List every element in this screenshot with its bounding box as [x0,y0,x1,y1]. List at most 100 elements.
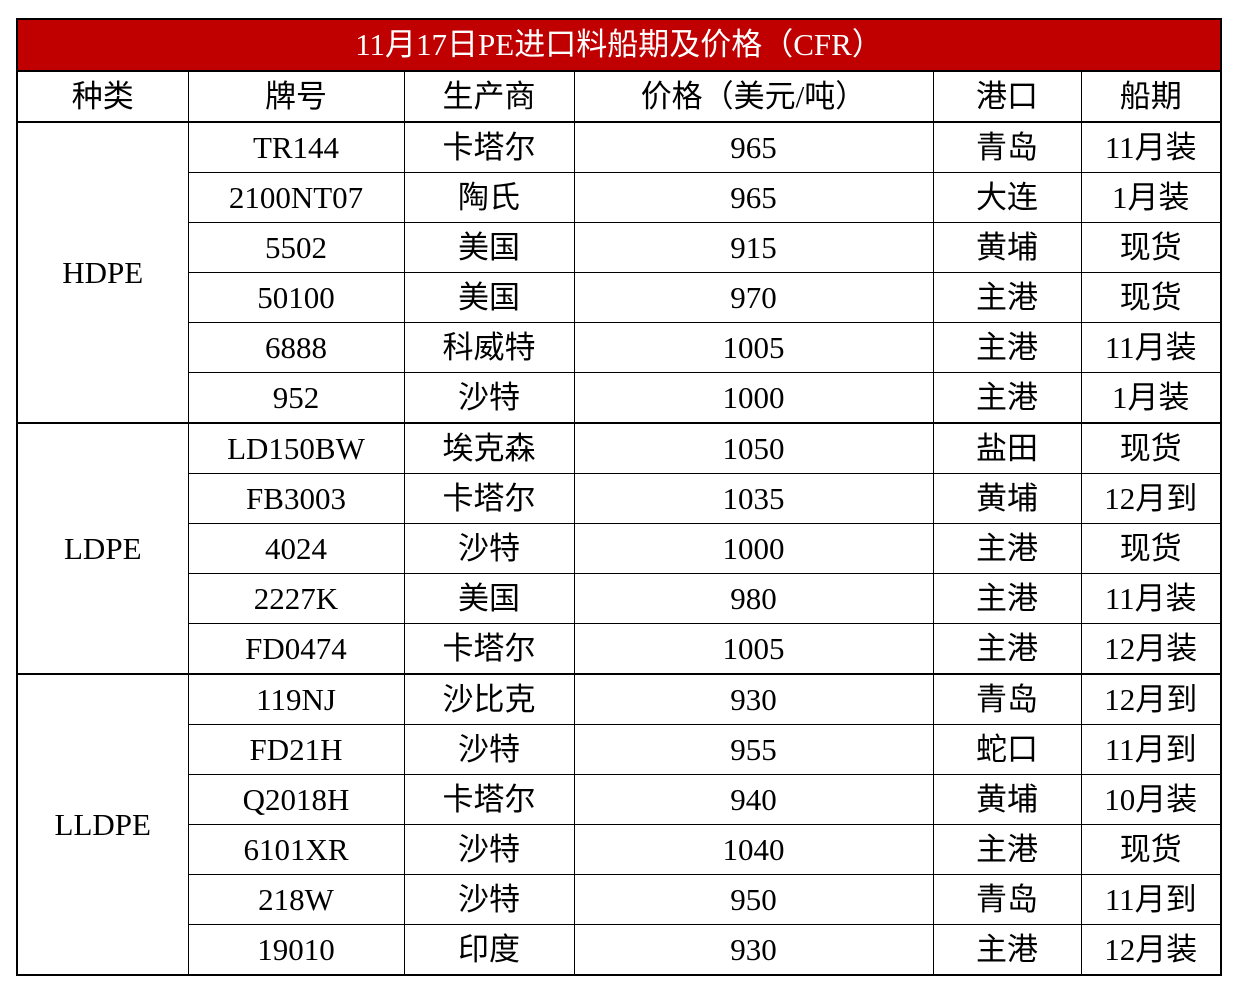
title-row: 11月17日PE进口料船期及价格（CFR） [15,18,1223,72]
cell: 11月装 [1080,573,1222,624]
cell: 美国 [403,222,575,273]
cell: LD150BW [187,422,405,474]
cell: 955 [573,724,934,775]
cell: 沙特 [403,523,575,574]
header-cell: 生产商 [403,70,575,123]
cell: 青岛 [932,874,1082,925]
cell: 2227K [187,573,405,624]
cell: 黄埔 [932,222,1082,273]
cell: 930 [573,673,934,725]
cell: Q2018H [187,774,405,825]
header-cell: 船期 [1080,70,1222,123]
cell: 陶氏 [403,172,575,223]
cell: 1005 [573,322,934,373]
cell: 2100NT07 [187,172,405,223]
cell: 1040 [573,824,934,875]
data-row: 2100NT07 陶氏 965 大连 1月装 [17,172,1222,223]
cell: 970 [573,272,934,323]
cell: 4024 [187,523,405,574]
cell: 1月装 [1080,172,1222,223]
table-body: 11月17日PE进口料船期及价格（CFR） 种类 牌号 生产商 价格（美元/吨） 港口船… [15,18,1223,976]
cell: 卡塔尔 [403,774,575,825]
cell: 950 [573,874,934,925]
cell: 沙特 [403,724,575,775]
cell: 主港 [932,523,1082,574]
cell: 现货 [1080,824,1222,875]
data-row: 2227K 美国 980 主港 11月装 [17,573,1222,624]
cell: 黄埔 [932,473,1082,524]
cell: 主港 [932,924,1082,976]
data-row: 218W 沙特 950 青岛 11月到 [17,874,1222,925]
cell: 915 [573,222,934,273]
cell: 美国 [403,573,575,624]
data-row: HDPE TR144 卡塔尔 965 青岛 11月装 [16,121,1222,424]
cell: 主港 [932,322,1082,373]
cell: 主港 [932,573,1082,624]
cell: FB3003 [187,473,405,524]
table-title: 11月17日PE进口料船期及价格（CFR） [15,18,1223,72]
cell: 卡塔尔 [403,623,575,675]
cell: 1005 [573,623,934,675]
cell: 主港 [932,272,1082,323]
data-row: FD21H 沙特 955 蛇口 11月到 [17,724,1222,775]
data-row: 50100 美国 970 主港 现货 [17,272,1222,323]
cell: 50100 [187,272,405,323]
cell: 1050 [573,422,934,474]
cell: 黄埔 [932,774,1082,825]
data-row: FB3003 卡塔尔 1035 黄埔 12月到 [17,473,1222,524]
header-cell: 港口 [932,70,1082,123]
cell: 大连 [932,172,1082,223]
cell: 980 [573,573,934,624]
cell: 940 [573,774,934,825]
cell: 沙比克 [403,673,575,725]
cell: 科威特 [403,322,575,373]
cell: 卡塔尔 [403,121,575,173]
data-row: 952 沙特 1000 主港 1月装 [17,372,1222,424]
header-cell: 牌号 [187,70,405,123]
cell: 10月装 [1080,774,1222,825]
cell: 19010 [187,924,405,976]
cell: FD21H [187,724,405,775]
data-row: FD0474 卡塔尔 1005 主港 12月装 [17,623,1222,675]
cell: 11月装 [1080,121,1222,173]
cell: 1000 [573,372,934,424]
cell: 1000 [573,523,934,574]
data-row: LLDPE 119NJ 沙比克 930 青岛 12月到 [16,673,1222,976]
cell: 12月到 [1080,673,1222,725]
cell: 现货 [1080,422,1222,474]
cell: 卡塔尔 [403,473,575,524]
cell: 青岛 [932,673,1082,725]
cell: TR144 [187,121,405,173]
cell: 现货 [1080,222,1222,273]
price-table: 11月17日PE进口料船期及价格（CFR） 种类 牌号 生产商 价格（美元/吨） 港口船… [15,18,1223,976]
cell: FD0474 [187,623,405,675]
cell: 现货 [1080,272,1222,323]
category-cell: LLDPE [16,673,189,976]
cell: 965 [573,172,934,223]
cell: 沙特 [403,372,575,424]
data-row: 4024 沙特 1000 主港 现货 [17,523,1222,574]
header-cell: 种类 [16,70,189,123]
cell: 11月到 [1080,724,1222,775]
cell: 印度 [403,924,575,976]
cell: 沙特 [403,874,575,925]
cell: 主港 [932,824,1082,875]
cell: 主港 [932,372,1082,424]
cell: 美国 [403,272,575,323]
category-cell: LDPE [16,422,189,675]
header-row: 种类 牌号 生产商 价格（美元/吨） 港口 船期 [16,70,1222,123]
cell: 1月装 [1080,372,1222,424]
cell: 6101XR [187,824,405,875]
cell: 5502 [187,222,405,273]
cell: 盐田 [932,422,1082,474]
cell: 6888 [187,322,405,373]
data-row: 5502 美国 915 黄埔 现货 [17,222,1222,273]
cell: 119NJ [187,673,405,725]
cell: 11月到 [1080,874,1222,925]
data-row: 19010 印度 930 主港 12月装 [17,924,1222,976]
cell: 1035 [573,473,934,524]
cell: 12月装 [1080,623,1222,675]
data-row: 6101XR 沙特 1040 主港 现货 [17,824,1222,875]
cell: 11月装 [1080,322,1222,373]
